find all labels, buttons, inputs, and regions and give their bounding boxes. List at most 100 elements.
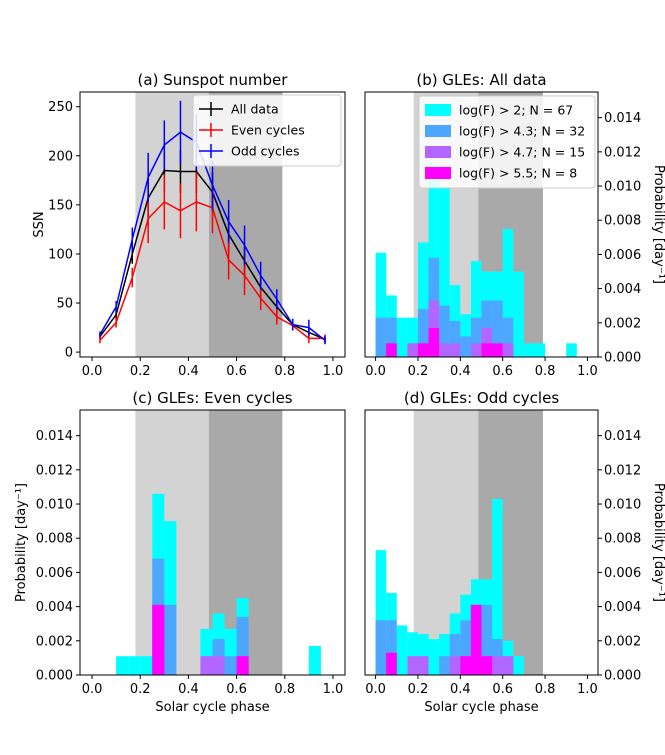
x-tick-label: 0.2 [408, 682, 429, 697]
histogram-bar [407, 656, 418, 675]
y-axis-label: Probability [day⁻¹] [14, 483, 29, 602]
x-tick-label: 0.8 [535, 364, 556, 379]
y-tick-label: 0.008 [604, 214, 641, 229]
histogram-bar [439, 186, 450, 357]
x-tick-label: 0.4 [450, 364, 471, 379]
y-tick-label: 0.004 [604, 600, 641, 615]
legend: log(F) > 2; N = 67 log(F) > 4.3; N = 32 lo… [418, 95, 596, 189]
legend-frame [418, 95, 596, 189]
histogram-bar [140, 656, 153, 675]
series-4 [152, 604, 249, 675]
x-tick-label: 0.6 [226, 364, 247, 379]
histogram-bar [481, 656, 493, 675]
histogram-bar [523, 343, 535, 357]
histogram-bar [439, 343, 450, 357]
y-tick-label: 0.014 [604, 429, 641, 444]
histogram-bar [386, 620, 397, 675]
histogram-bar [200, 656, 213, 675]
histogram-bar [481, 604, 493, 675]
legend-label: Odd cycles [231, 144, 300, 159]
y-tick-label: 200 [48, 149, 73, 164]
histogram-bar [439, 633, 450, 675]
histogram-bar [470, 343, 482, 357]
legend-label: log(F) > 2; N = 67 [459, 103, 573, 118]
y-tick-label: 0.008 [36, 532, 73, 547]
x-tick-label: 0.6 [492, 682, 513, 697]
legend-swatch [425, 167, 451, 179]
y-tick-label: 0.008 [604, 532, 641, 547]
y-tick-label: 0.004 [36, 600, 73, 615]
legend-swatch [425, 104, 451, 116]
histogram-bar [375, 620, 387, 675]
y-tick-label: 0.000 [604, 669, 641, 684]
histogram-bar [460, 336, 471, 357]
histogram-bar [449, 321, 461, 357]
histogram-bar [534, 343, 546, 357]
histogram-bar [308, 645, 321, 675]
y-tick-label: 0.010 [604, 180, 641, 195]
axes-frame [364, 409, 599, 676]
histogram-bar [513, 271, 524, 357]
y-tick-label: 150 [48, 198, 73, 213]
y-tick-label: 0 [65, 346, 73, 361]
x-tick-label: 0.0 [365, 364, 386, 379]
y-tick-label: 0.006 [36, 566, 73, 581]
histogram-bar [449, 633, 461, 675]
histogram-bar [502, 228, 514, 357]
axes-frame [79, 91, 346, 358]
y-tick-label: 250 [48, 100, 73, 115]
y-tick-label: 0.010 [36, 498, 73, 513]
histogram-bar [502, 343, 514, 357]
histogram-bar [566, 343, 577, 357]
x-tick-label: 0.8 [274, 682, 295, 697]
histogram-bar [492, 656, 503, 675]
histogram-bar [212, 656, 225, 675]
histogram-bar [460, 656, 471, 675]
histogram-bar [513, 656, 524, 675]
histogram-bar [439, 305, 450, 357]
series-4 [386, 327, 503, 357]
y-axis-label: Probability [day⁻¹] [651, 483, 665, 602]
histogram-bar [428, 327, 440, 357]
panel-c: 0.0 0.2 0.4 0.6 0.8 1.0 0.000 0.002 0.004 0.006 0.… [14, 389, 346, 715]
histogram-bar [407, 343, 418, 357]
x-tick-label: 0.4 [450, 682, 471, 697]
histogram-bar [470, 604, 482, 675]
x-tick-label: 0.4 [178, 682, 199, 697]
histogram-bar [502, 656, 514, 675]
chart-title: (c) GLEs: Even cycles [132, 389, 292, 407]
y-tick-label: 100 [48, 247, 73, 262]
series-4 [386, 604, 493, 675]
y-tick-label: 0.014 [36, 429, 73, 444]
legend-swatch [425, 125, 451, 137]
y-tick-label: 0.002 [604, 316, 641, 331]
histogram-bar [386, 317, 397, 357]
histogram-bar [375, 252, 387, 357]
legend-frame [192, 94, 342, 167]
y-tick-label: 50 [56, 297, 73, 312]
panel-d: 0.0 0.2 0.4 0.6 0.8 1.0 0.000 0.002 0.004 0.006 0.… [364, 389, 665, 715]
y-tick-label: 0.002 [36, 634, 73, 649]
x-tick-label: 0.8 [274, 364, 295, 379]
histogram-bar [417, 656, 429, 675]
histogram-bar [492, 343, 503, 357]
legend-label: log(F) > 4.3; N = 32 [459, 124, 585, 139]
histogram-bar [407, 317, 418, 357]
histogram-bar [470, 261, 482, 357]
histogram-bar [460, 620, 471, 675]
y-tick-label: 0.012 [604, 463, 641, 478]
histogram-bar [375, 317, 387, 357]
histogram-bar [492, 498, 503, 675]
histogram-bar [428, 639, 440, 675]
x-tick-label: 0.2 [408, 364, 429, 379]
histogram-bar [492, 300, 503, 357]
histogram-bar [224, 656, 237, 675]
histogram-bar [236, 656, 249, 675]
histogram-bar [470, 317, 482, 357]
x-tick-label: 1.0 [577, 364, 598, 379]
x-tick-label: 0.6 [492, 364, 513, 379]
x-tick-label: 0.0 [365, 682, 386, 697]
legend-swatch [425, 146, 451, 158]
x-tick-label: 0.0 [82, 364, 103, 379]
